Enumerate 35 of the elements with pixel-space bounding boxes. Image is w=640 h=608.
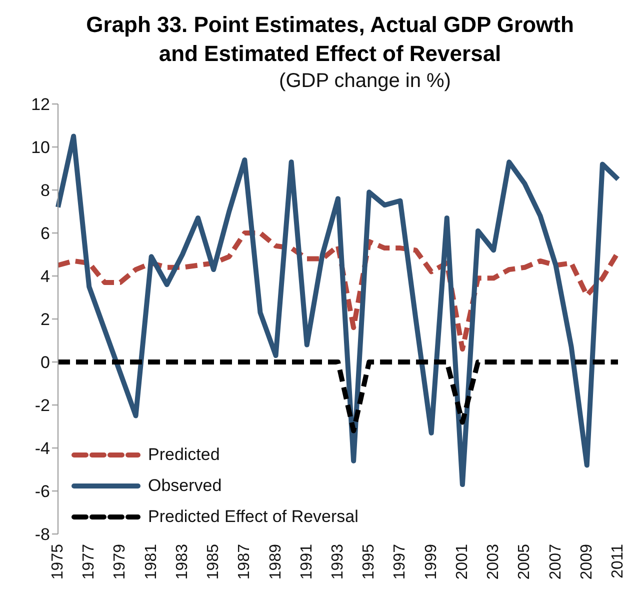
y-tick-label: 10 xyxy=(31,138,50,158)
x-tick-label: 2001 xyxy=(454,544,471,580)
x-tick-label: 1975 xyxy=(50,544,66,580)
y-tick-label: 0 xyxy=(40,353,50,372)
x-tick-label: 2011 xyxy=(610,544,626,578)
x-tick-label: 1985 xyxy=(205,544,222,580)
y-tick-label: 6 xyxy=(40,224,50,244)
x-tick-label: 1977 xyxy=(80,544,98,580)
x-tick-label: 1991 xyxy=(298,544,316,580)
x-tick-label: 2007 xyxy=(547,544,564,580)
y-tick-label: 2 xyxy=(40,310,50,330)
x-tick-label: 1997 xyxy=(392,544,409,580)
y-tick-label: 8 xyxy=(40,181,50,200)
y-tick-label: 4 xyxy=(40,267,50,286)
x-tick-label: 2009 xyxy=(578,544,596,580)
x-tick-label: 1979 xyxy=(112,544,129,580)
x-tick-label: 1993 xyxy=(330,544,346,580)
y-tick-label: -6 xyxy=(34,482,50,502)
x-tick-label: 1999 xyxy=(422,544,440,580)
legend-label: Observed xyxy=(148,476,222,496)
x-tick-label: 1987 xyxy=(236,544,254,580)
chart-subtitle: (GDP change in %) xyxy=(278,69,452,94)
x-tick-label: 2003 xyxy=(485,544,502,580)
y-tick-label: -4 xyxy=(34,439,50,458)
x-tick-label: 1989 xyxy=(267,544,284,580)
y-tick-label: -8 xyxy=(34,525,50,544)
legend-label: Predicted Effect of Reversal xyxy=(148,506,358,526)
x-tick-label: 1995 xyxy=(360,544,378,580)
y-tick-label: 12 xyxy=(31,95,50,114)
x-tick-label: 1983 xyxy=(174,544,191,580)
x-tick-label: 1981 xyxy=(142,544,160,580)
chart-title: Graph 33. Point Estimates, Actual GDP Growth and Estimated Effect of Reversal xyxy=(85,11,575,68)
y-tick-label: -2 xyxy=(34,396,50,416)
legend-label: Predicted xyxy=(148,444,220,464)
x-tick-label: 2005 xyxy=(516,544,534,580)
